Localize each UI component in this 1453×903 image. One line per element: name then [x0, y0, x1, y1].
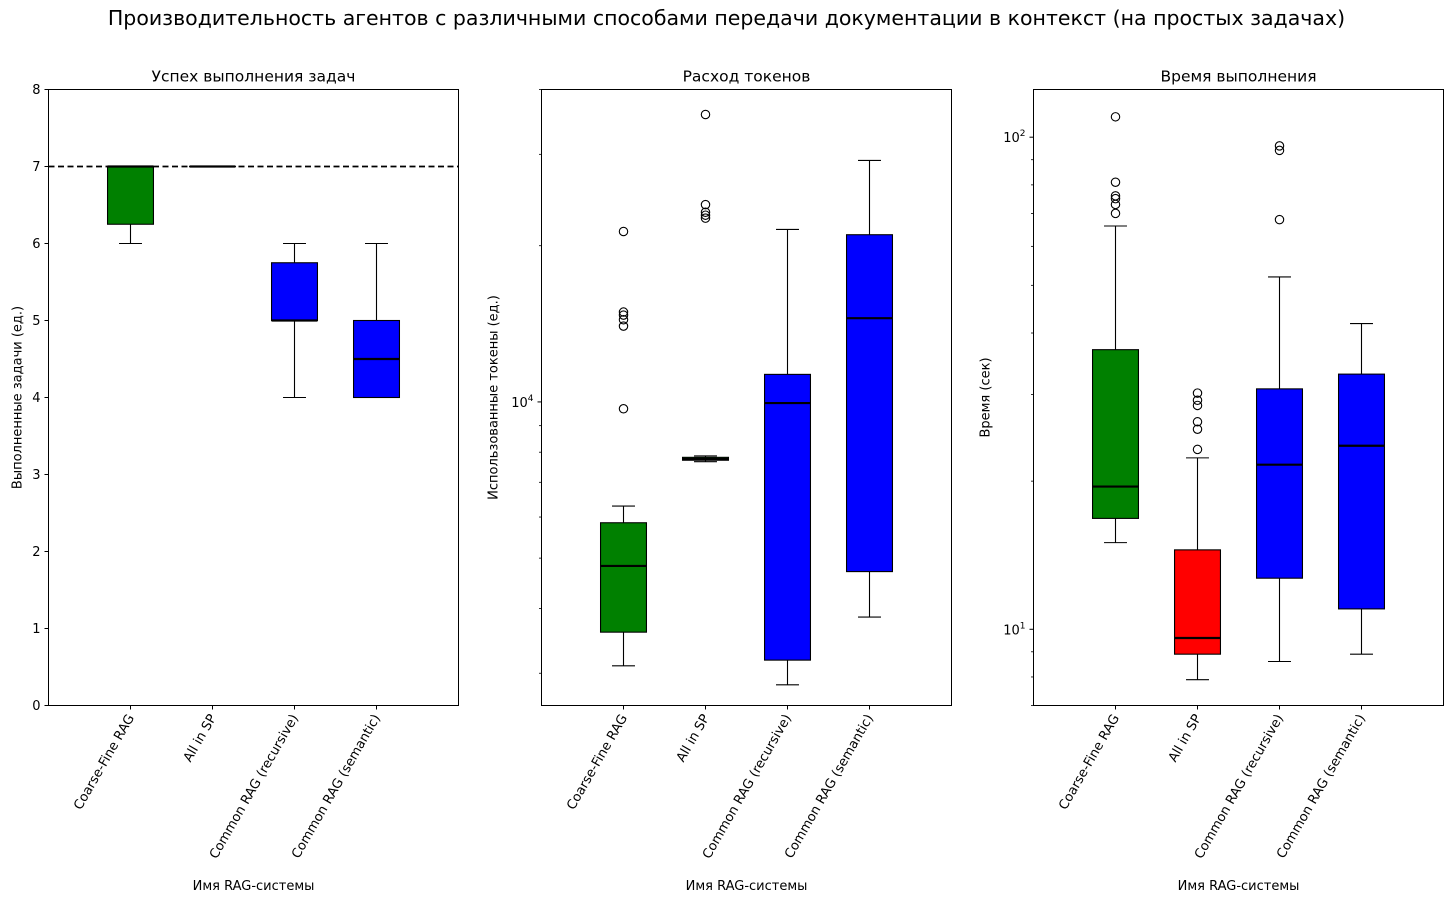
- subplot-title: Успех выполнения задач: [152, 68, 356, 86]
- outlier-point: [1192, 424, 1203, 434]
- x-tick-label: Common RAG (semantic): [289, 712, 384, 861]
- y-tick-label: 101: [1003, 621, 1025, 638]
- outlier-point: [1192, 388, 1203, 398]
- y-tick-label: 1: [32, 622, 40, 637]
- axes-frame: [541, 89, 952, 706]
- outlier-point: [618, 226, 629, 237]
- y-tick-label: 5: [32, 314, 40, 329]
- outlier-point: [618, 307, 629, 317]
- x-axis-label: Имя RAG-системы: [1178, 879, 1300, 894]
- outlier-point: [700, 213, 711, 223]
- box-3: [763, 228, 812, 686]
- outlier-point: [700, 109, 711, 120]
- axes-frame: [1033, 89, 1444, 706]
- outlier-point: [1274, 141, 1285, 151]
- box-body: [1255, 388, 1304, 579]
- x-tick-label: Coarse-Fine RAG: [71, 712, 138, 813]
- box-1: [1091, 112, 1140, 544]
- box-4: [845, 159, 894, 618]
- x-tick-label: Common RAG (recursive): [1192, 712, 1287, 862]
- x-tick-label: Coarse-Fine RAG: [1056, 712, 1123, 813]
- outlier-point: [1192, 417, 1203, 427]
- outlier-point: [1274, 214, 1285, 225]
- x-tick-label: All in SP: [181, 712, 220, 765]
- box-body: [763, 373, 812, 661]
- box-3: [270, 242, 319, 399]
- box-body: [845, 234, 894, 573]
- outlier-point: [700, 207, 711, 218]
- box-4: [1337, 323, 1386, 655]
- box-4: [352, 242, 401, 399]
- outlier-point: [1110, 177, 1121, 187]
- x-tick-label: All in SP: [1166, 712, 1205, 765]
- outlier-point: [618, 404, 629, 414]
- outlier-point: [1110, 193, 1121, 204]
- x-tick-label: Common RAG (recursive): [700, 712, 795, 862]
- y-axis-label: Выполненные задачи (ед.): [11, 306, 26, 489]
- outlier-point: [618, 314, 629, 325]
- box-3: [1255, 141, 1304, 663]
- box-1: [599, 226, 648, 667]
- x-axis-label: Имя RAG-системы: [686, 879, 808, 894]
- y-tick-label: 102: [1003, 129, 1025, 146]
- box-2: [1173, 388, 1222, 681]
- y-tick-label: 6: [32, 237, 40, 252]
- x-tick-label: All in SP: [674, 712, 713, 765]
- box-body: [270, 262, 319, 322]
- box-body: [1173, 549, 1222, 655]
- x-tick-label: Common RAG (recursive): [207, 712, 302, 862]
- y-tick-label: 0: [32, 699, 40, 714]
- box-body: [599, 522, 648, 633]
- y-axis-label: Использованные токены (ед.): [487, 295, 502, 500]
- box-body: [106, 165, 155, 225]
- x-tick-label: Common RAG (semantic): [782, 712, 877, 861]
- y-tick-label: 104: [511, 394, 534, 411]
- outlier-point: [700, 199, 711, 210]
- outlier-point: [700, 210, 711, 220]
- box-1: [106, 165, 155, 245]
- y-tick-label: 3: [32, 468, 40, 483]
- outlier-point: [618, 321, 629, 331]
- outlier-point: [1192, 444, 1203, 455]
- subplot-title: Время выполнения: [1160, 68, 1316, 86]
- x-tick-label: Common RAG (semantic): [1274, 712, 1369, 861]
- box-body: [1337, 373, 1386, 610]
- x-axis-label: Имя RAG-системы: [193, 879, 315, 894]
- outlier-point: [1110, 208, 1121, 219]
- box-body: [1091, 349, 1140, 519]
- outlier-point: [1274, 145, 1285, 156]
- figure-suptitle: Производительность агентов с различными …: [107, 6, 1346, 30]
- y-tick-label: 2: [32, 545, 40, 560]
- y-tick-label: 8: [32, 83, 40, 98]
- outlier-point: [618, 310, 629, 320]
- subplot-title: Расход токенов: [683, 68, 811, 86]
- y-tick-label: 7: [32, 160, 40, 175]
- outlier-point: [1192, 395, 1203, 406]
- outlier-point: [1192, 400, 1203, 411]
- box-2: [681, 109, 730, 463]
- y-tick-label: 4: [32, 391, 40, 406]
- outlier-point: [1110, 191, 1121, 201]
- x-tick-label: Coarse-Fine RAG: [564, 712, 631, 813]
- y-axis-label: Время (сек): [979, 357, 994, 437]
- outlier-point: [1110, 112, 1121, 122]
